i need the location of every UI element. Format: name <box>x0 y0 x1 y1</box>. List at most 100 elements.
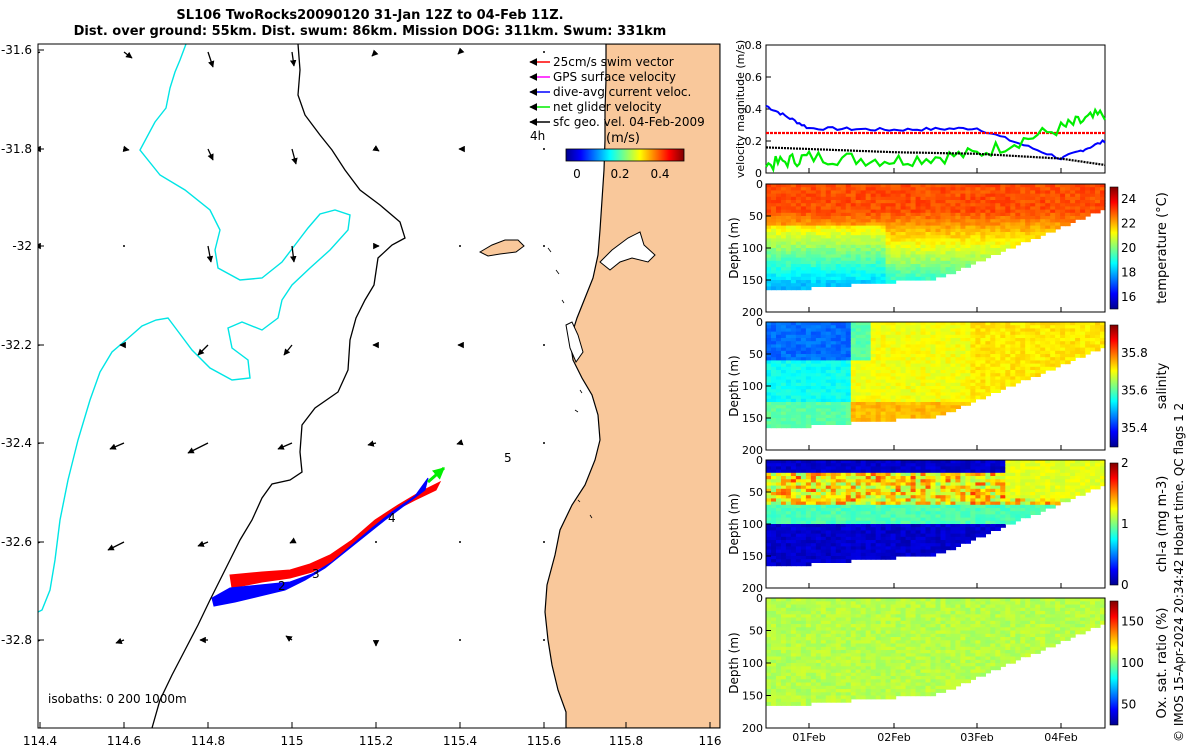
colorbar-tick: 16 <box>1121 290 1136 304</box>
track-blue <box>211 477 429 607</box>
colorbar-unit: (m/s) <box>606 131 640 146</box>
colorbar-corner-label: 4h <box>530 129 545 143</box>
legend-entry: GPS surface velocity <box>553 70 676 84</box>
depth-ylabel: Depth (m) <box>727 217 741 278</box>
lagoon <box>565 321 584 364</box>
velocity-arrow <box>38 49 41 56</box>
lat-tick-label: -32 <box>12 239 32 253</box>
day-marker: 3 <box>312 567 320 581</box>
velocity-arrow <box>291 148 298 165</box>
lon-tick-label: 115.8 <box>609 734 643 748</box>
velocity-arrow <box>123 51 133 59</box>
velocity-arrow <box>283 344 293 356</box>
colorbar-tick: 24 <box>1121 192 1136 206</box>
depth-ylabel: Depth (m) <box>727 632 741 693</box>
heatmap-colorbar <box>1109 462 1119 586</box>
velocity-dot <box>543 245 545 247</box>
lat-tick-label: -31.8 <box>1 142 32 156</box>
velocity-arrow <box>285 635 293 642</box>
velocity-dot <box>459 639 461 641</box>
depth-tick: 100 <box>742 380 763 393</box>
colorbar-label: Ox. sat. ratio (%) <box>1155 608 1170 719</box>
depth-tick: 200 <box>742 444 763 457</box>
velocity-arrow <box>277 442 293 450</box>
land-mass <box>544 44 720 728</box>
colorbar-tick: 20 <box>1121 241 1136 255</box>
colorbar-tick: 1 <box>1121 517 1129 531</box>
velocity-ytick: 0.6 <box>745 71 763 84</box>
estuary <box>599 231 656 271</box>
colorbar-tick: 100 <box>1121 656 1144 670</box>
heatmap-colorbar <box>1109 186 1119 310</box>
depth-tick: 200 <box>742 582 763 595</box>
velocity-dot <box>543 442 545 444</box>
velocity-arrow <box>372 145 380 152</box>
velocity-arrow <box>457 47 465 55</box>
velocity-ytick: 0.4 <box>745 103 763 116</box>
depth-tick: 150 <box>742 690 763 703</box>
velocity-arrow <box>187 442 209 454</box>
isobaths-label: isobaths: 0 200 1000m <box>48 692 187 706</box>
depth-tick: 50 <box>749 348 763 361</box>
depth-tick: 200 <box>742 306 763 319</box>
velocity-arrow <box>289 537 297 544</box>
time-tick-label: 04Feb <box>1044 731 1077 744</box>
time-tick-label: 01Feb <box>792 731 825 744</box>
velocity-arrow <box>207 51 215 68</box>
lon-tick-label: 114.8 <box>191 734 225 748</box>
velocity-plot-frame <box>765 44 1106 174</box>
velocity-arrow <box>289 51 297 67</box>
lat-tick-label: -31.6 <box>1 43 32 57</box>
velocity-series-line <box>765 146 1106 167</box>
day-marker: 4 <box>388 511 396 525</box>
depth-tick: 0 <box>756 316 763 329</box>
colorbar-gradient <box>565 148 685 162</box>
lon-tick-label: 115.4 <box>443 734 477 748</box>
depth-tick: 200 <box>742 722 763 735</box>
colorbar-label: temperature (°C) <box>1155 192 1170 304</box>
map-axes: 114.4 114.6 114.8 115 115.2 115.4 115.6 115.8 11… <box>1 43 722 748</box>
heatmap-cells <box>766 322 1106 429</box>
heatmap-cells <box>766 460 1106 567</box>
colorbar-tick: 35.6 <box>1121 384 1148 398</box>
velocity-dot <box>543 639 545 641</box>
heatmap-cells <box>766 184 1106 291</box>
depth-tick: 0 <box>756 454 763 467</box>
net-velocity-arrow <box>427 466 445 484</box>
velocity-series-line <box>765 107 1106 173</box>
day-marker: 2 <box>278 579 286 593</box>
velocity-arrow <box>371 49 379 57</box>
velocity-arrow <box>206 245 214 263</box>
colorbar-tick: 50 <box>1121 697 1136 711</box>
map-title-line-2: Dist. over ground: 55km. Dist. swum: 86k… <box>73 24 667 39</box>
velocity-arrow <box>197 344 209 356</box>
lat-tick-label: -32.2 <box>1 338 32 352</box>
depth-tick: 50 <box>749 486 763 499</box>
isobath-1000m <box>151 44 406 728</box>
velocity-arrow <box>207 148 214 161</box>
depth-ylabel: Depth (m) <box>727 355 741 416</box>
depth-tick: 100 <box>742 242 763 255</box>
isobath-200m <box>38 44 351 613</box>
time-tick-label: 03Feb <box>960 731 993 744</box>
lon-tick-label: 114.6 <box>107 734 141 748</box>
depth-tick: 150 <box>742 274 763 287</box>
map-title-line-1: SL106 TwoRocks20090120 31-Jan 12Z to 04-… <box>176 8 564 23</box>
depth-tick: 0 <box>756 178 763 191</box>
colorbar-tick: 18 <box>1121 265 1136 279</box>
colorbar-tick: 35.8 <box>1121 346 1148 360</box>
velocity-arrow <box>367 440 377 447</box>
lon-tick-label: 115 <box>281 734 304 748</box>
surface-velocity-field <box>38 47 545 647</box>
lat-tick-label: -32.6 <box>1 535 32 549</box>
velocity-ytick: 0.8 <box>745 39 763 52</box>
velocity-arrow <box>456 439 464 446</box>
velocity-ylabel: velocity magnitude (m/s) <box>734 40 747 178</box>
velocity-dot <box>459 245 461 247</box>
velocity-ytick: 0 <box>755 167 762 180</box>
map-colorbar-tick: 0 <box>573 167 581 181</box>
heatmap-colorbar <box>1109 324 1119 448</box>
heatmap-colorbar <box>1109 600 1119 726</box>
